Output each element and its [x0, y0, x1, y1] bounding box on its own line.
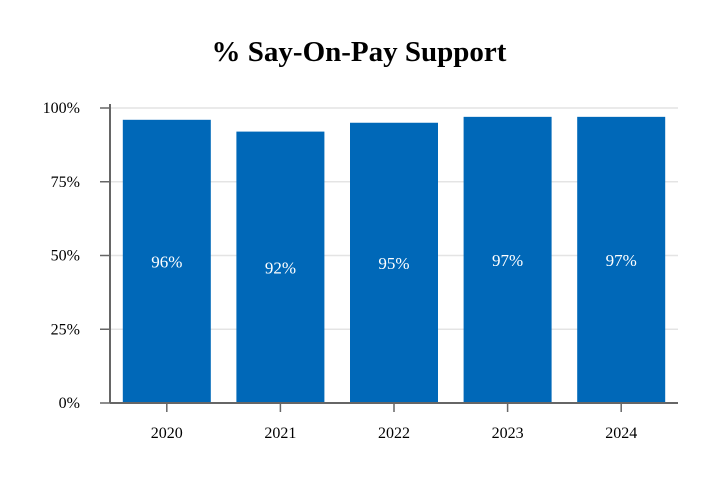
x-tick-label: 2022 [378, 425, 410, 442]
y-tick-label: 50% [51, 248, 80, 265]
bar-data-label: 95% [378, 254, 409, 273]
y-tick-label: 25% [51, 321, 80, 338]
x-tick-label: 2021 [264, 425, 296, 442]
bar [463, 116, 552, 403]
x-tick-label: 2023 [492, 425, 524, 442]
x-tick-label: 2020 [151, 425, 183, 442]
bar-data-label: 92% [265, 258, 296, 277]
chart-title: % Say-On-Pay Support [211, 36, 507, 68]
bar [122, 119, 211, 404]
y-tick-label: 75% [51, 174, 80, 191]
y-tick-label: 100% [43, 100, 80, 117]
bar [236, 131, 325, 403]
bar [350, 122, 438, 403]
bar-data-label: 96% [151, 252, 182, 271]
bar [577, 116, 666, 403]
x-tick-label: 2024 [605, 425, 637, 442]
y-tick-label: 0% [59, 395, 80, 412]
bar-data-label: 97% [606, 251, 637, 270]
bar-data-label: 97% [492, 251, 523, 270]
